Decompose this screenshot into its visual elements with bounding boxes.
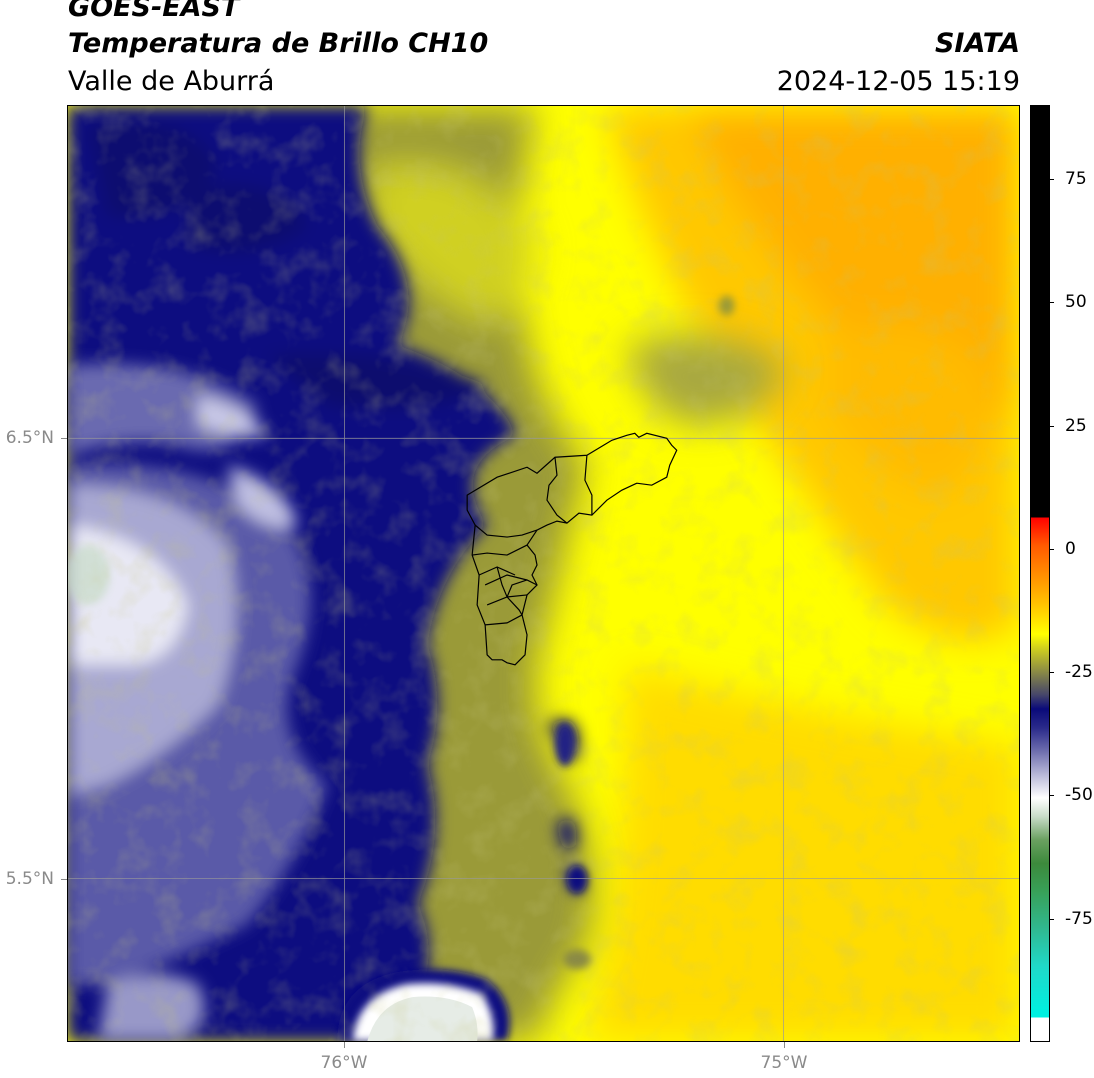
colorbar-label: -50 xyxy=(1065,785,1093,806)
valle-de-aburra-boundaries xyxy=(466,432,678,666)
colorbar-label: 50 xyxy=(1065,292,1087,313)
agency-label: SIATA xyxy=(934,28,1020,59)
colorbar-label: 25 xyxy=(1065,415,1087,436)
colorbar-tick xyxy=(1049,795,1054,797)
colorbar xyxy=(1030,105,1050,1042)
lat-tick xyxy=(61,438,67,439)
colorbar-tick xyxy=(1049,302,1054,304)
region-subtitle: Valle de Aburrá xyxy=(68,66,275,97)
colorbar-tick xyxy=(1049,672,1054,674)
colorbar-tick xyxy=(1049,918,1054,920)
product-title: Temperatura de Brillo CH10 xyxy=(68,28,489,59)
timestamp-label: 2024-12-05 15:19 xyxy=(776,66,1020,97)
map-panel[interactable] xyxy=(67,105,1020,1042)
lat-label-5-5: 5.5°N xyxy=(5,869,54,889)
satellite-title: GOES-EAST xyxy=(68,0,240,23)
colorbar-label: -25 xyxy=(1065,662,1093,683)
lon-tick xyxy=(344,1042,345,1048)
lon-label-75w: 75°W xyxy=(760,1053,808,1073)
colorbar-tick xyxy=(1049,178,1054,180)
colorbar-tick xyxy=(1049,548,1054,550)
lon-tick xyxy=(784,1042,785,1048)
colorbar-label: 0 xyxy=(1065,538,1076,559)
colorbar-tick xyxy=(1049,425,1054,427)
colorbar-label: 75 xyxy=(1065,168,1087,189)
graticule xyxy=(68,106,1019,1041)
lat-label-6-5: 6.5°N xyxy=(5,428,54,448)
colorbar-label: -75 xyxy=(1065,908,1093,929)
lat-tick xyxy=(61,879,67,880)
lon-label-76w: 76°W xyxy=(320,1053,368,1073)
brightness-temperature-field xyxy=(68,106,1019,1041)
